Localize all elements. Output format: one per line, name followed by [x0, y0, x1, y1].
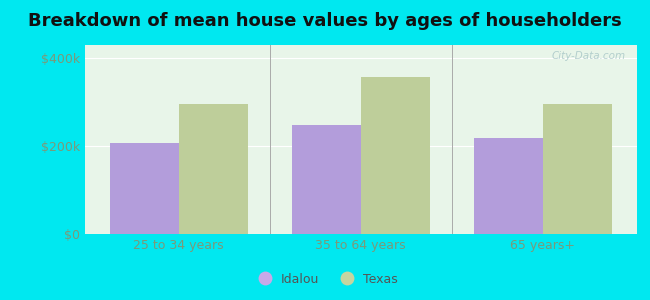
Text: Breakdown of mean house values by ages of householders: Breakdown of mean house values by ages o… [28, 12, 622, 30]
Bar [474, 138, 543, 234]
Bar [292, 125, 361, 234]
Text: City-Data.com: City-Data.com [552, 51, 626, 61]
Bar [179, 104, 248, 234]
Bar [361, 76, 430, 234]
Bar [110, 143, 179, 234]
Legend: Idalou, Texas: Idalou, Texas [247, 268, 403, 291]
Bar [543, 104, 612, 234]
